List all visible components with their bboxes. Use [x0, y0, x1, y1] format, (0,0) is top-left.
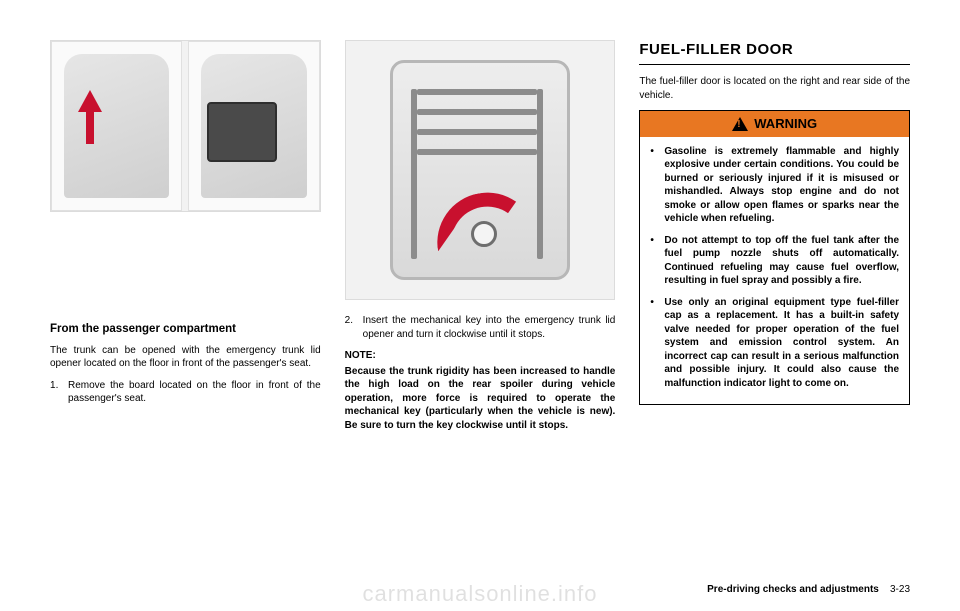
key-knob-icon — [471, 221, 497, 247]
illustration-trunk-opener — [345, 40, 616, 300]
footer-section: Pre-driving checks and adjustments — [707, 584, 879, 595]
list-item: Insert the mechanical key into the emerg… — [345, 314, 616, 341]
column-1: From the passenger compartment The trunk… — [50, 40, 321, 432]
section-title: FUEL-FILLER DOOR — [639, 40, 910, 65]
page-columns: From the passenger compartment The trunk… — [0, 0, 960, 452]
list-item: Remove the board located on the floor in… — [50, 379, 321, 406]
illus-left-panel — [51, 41, 182, 211]
arrow-up-icon — [78, 90, 102, 112]
note-body: Because the trunk rigidity has been incr… — [345, 365, 616, 433]
warning-box: WARNING Gasoline is extremely flammable … — [639, 110, 910, 405]
subheading: From the passenger compartment — [50, 322, 321, 338]
page-footer: Pre-driving checks and adjustments 3-23 — [707, 584, 910, 595]
warning-triangle-icon — [732, 117, 748, 131]
paragraph: The trunk can be opened with the emergen… — [50, 344, 321, 371]
paragraph: The fuel-filler door is located on the r… — [639, 75, 910, 102]
column-2: Insert the mechanical key into the emerg… — [345, 40, 616, 432]
warning-label: WARNING — [754, 115, 817, 133]
note-label: NOTE: — [345, 349, 616, 363]
numbered-list: Insert the mechanical key into the emerg… — [345, 314, 616, 341]
illustration-seat-board — [50, 40, 321, 212]
bracket-frame-icon — [390, 60, 570, 280]
warning-bullet-list: Gasoline is extremely flammable and high… — [650, 145, 899, 391]
warning-header: WARNING — [640, 111, 909, 137]
illus-right-panel — [188, 41, 319, 211]
list-item: Do not attempt to top off the fuel tank … — [650, 234, 899, 288]
numbered-list: Remove the board located on the floor in… — [50, 379, 321, 406]
list-item: Gasoline is extremely flammable and high… — [650, 145, 899, 226]
list-item: Use only an original equipment type fuel… — [650, 296, 899, 391]
footer-page-number: 3-23 — [890, 584, 910, 595]
floor-panel-icon — [207, 102, 277, 162]
column-3: FUEL-FILLER DOOR The fuel-filler door is… — [639, 40, 910, 432]
